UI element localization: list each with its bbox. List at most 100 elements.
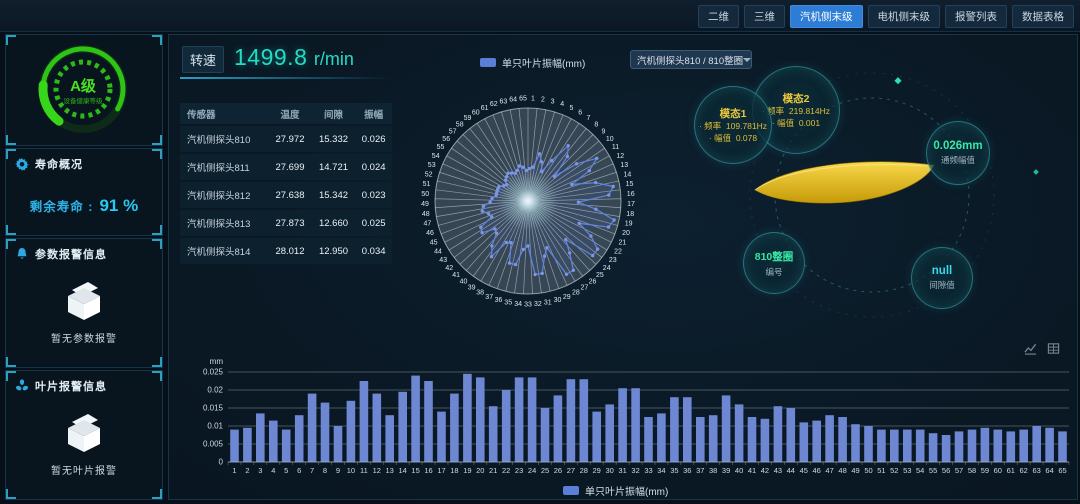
svg-text:15: 15 bbox=[626, 181, 634, 188]
topbar-tabs: 二维 三维 汽机侧末级 电机侧末级 报警列表 数据表格 bbox=[698, 5, 1074, 28]
table-cell: 0.026 bbox=[361, 133, 386, 145]
table-header-cell: 传感器 bbox=[187, 109, 216, 121]
svg-text:14: 14 bbox=[399, 466, 407, 475]
svg-text:8: 8 bbox=[594, 121, 598, 128]
orbit-marker bbox=[894, 77, 902, 85]
svg-text:26: 26 bbox=[589, 279, 597, 286]
svg-text:2: 2 bbox=[541, 97, 545, 104]
svg-text:45: 45 bbox=[800, 466, 808, 475]
svg-text:52: 52 bbox=[890, 466, 898, 475]
polar-chart-legend[interactable]: 单只叶片振幅(mm) bbox=[480, 55, 585, 70]
table-cell: 0.024 bbox=[361, 161, 386, 173]
life-section-title: 寿命概况 bbox=[35, 159, 83, 171]
svg-text:64: 64 bbox=[509, 97, 517, 104]
svg-text:50: 50 bbox=[421, 191, 429, 198]
blade-amplitude-polar-chart: 1 2 3 4567891011121314151617181920212223242… bbox=[421, 96, 635, 309]
mode1-amp-value: 0.078 bbox=[735, 132, 758, 143]
svg-text:29: 29 bbox=[563, 294, 571, 301]
svg-text:63: 63 bbox=[500, 98, 508, 105]
tab-电机侧末级[interactable]: 电机侧末级 bbox=[867, 5, 940, 28]
svg-text:15: 15 bbox=[411, 466, 419, 475]
svg-text:60: 60 bbox=[994, 466, 1002, 475]
svg-text:7: 7 bbox=[587, 115, 591, 122]
tab-汽机侧末级[interactable]: 汽机侧末级 bbox=[790, 5, 863, 28]
svg-text:47: 47 bbox=[825, 466, 833, 475]
tab-数据表格[interactable]: 数据表格 bbox=[1012, 5, 1074, 28]
remaining-life: 剩余寿命 : 91 % bbox=[6, 196, 162, 216]
svg-text:61: 61 bbox=[1007, 466, 1015, 475]
svg-text:12: 12 bbox=[373, 466, 381, 475]
svg-text:1: 1 bbox=[232, 466, 236, 475]
ring-number-value: 810整圈 bbox=[754, 250, 794, 263]
table-cell: 27.638 bbox=[275, 189, 305, 201]
svg-text:5: 5 bbox=[569, 105, 573, 112]
svg-text:20: 20 bbox=[622, 230, 630, 237]
gap-value: null bbox=[931, 265, 953, 277]
svg-text:22: 22 bbox=[614, 249, 622, 256]
svg-text:34: 34 bbox=[514, 301, 522, 308]
tab-三维[interactable]: 三维 bbox=[744, 5, 785, 28]
svg-text:42: 42 bbox=[761, 466, 769, 475]
svg-text:27: 27 bbox=[567, 466, 575, 475]
svg-text:0.02: 0.02 bbox=[207, 386, 223, 395]
table-header-cell: 温度 bbox=[280, 109, 300, 121]
mode1-freq-label: · 频率 bbox=[698, 121, 722, 132]
svg-text:65: 65 bbox=[519, 96, 527, 103]
svg-text:49: 49 bbox=[851, 466, 859, 475]
svg-text:39: 39 bbox=[722, 466, 730, 475]
bell-icon bbox=[17, 248, 27, 259]
empty-box-icon bbox=[68, 414, 100, 452]
tab-报警列表[interactable]: 报警列表 bbox=[945, 5, 1007, 28]
table-cell: 0.034 bbox=[361, 245, 386, 257]
svg-text:35: 35 bbox=[504, 300, 512, 307]
bar-chart-legend[interactable]: 单只叶片振幅(mm) bbox=[563, 483, 668, 498]
svg-text:54: 54 bbox=[916, 466, 924, 475]
svg-text:25: 25 bbox=[596, 272, 604, 279]
svg-text:30: 30 bbox=[554, 297, 562, 304]
rotation-speed: 转速 1499.8 r/min bbox=[182, 44, 354, 73]
probe-selector-dropdown[interactable]: 汽机侧探头810 / 810整圈 bbox=[630, 50, 752, 69]
svg-text:47: 47 bbox=[424, 221, 432, 228]
svg-text:mm: mm bbox=[210, 357, 224, 366]
svg-text:29: 29 bbox=[593, 466, 601, 475]
table-cell: 27.699 bbox=[275, 161, 305, 173]
svg-text:5: 5 bbox=[284, 466, 288, 475]
probe-selector-value: 汽机侧探头810 / 810整圈 bbox=[637, 55, 744, 67]
svg-text:46: 46 bbox=[813, 466, 821, 475]
line-chart-icon[interactable] bbox=[1024, 342, 1037, 355]
svg-text:51: 51 bbox=[877, 466, 885, 475]
fan-icon bbox=[16, 379, 28, 391]
svg-text:6: 6 bbox=[578, 110, 582, 117]
svg-text:0.015: 0.015 bbox=[203, 404, 224, 413]
svg-text:23: 23 bbox=[609, 257, 617, 264]
tab-二维[interactable]: 二维 bbox=[698, 5, 739, 28]
svg-text:53: 53 bbox=[428, 162, 436, 169]
table-row: 汽机侧探头814 28.012 12.950 0.034 bbox=[180, 238, 392, 264]
table-cell: 0.025 bbox=[361, 217, 386, 229]
data-view-icon[interactable] bbox=[1047, 342, 1060, 355]
health-grade-value: A级 bbox=[70, 77, 97, 95]
svg-text:11: 11 bbox=[612, 144, 619, 151]
svg-text:39: 39 bbox=[468, 285, 476, 292]
table-cell: 27.972 bbox=[275, 133, 305, 145]
table-cell: 15.332 bbox=[318, 133, 349, 145]
svg-text:34: 34 bbox=[657, 466, 665, 475]
mode1-amp-label: · 幅值 bbox=[708, 132, 732, 143]
table-cell: 汽机侧探头814 bbox=[187, 247, 251, 258]
svg-text:31: 31 bbox=[618, 466, 626, 475]
svg-text:4: 4 bbox=[271, 466, 275, 475]
chart-toolbox bbox=[1024, 342, 1060, 355]
svg-text:14: 14 bbox=[624, 171, 632, 178]
legend-swatch bbox=[563, 486, 579, 495]
svg-text:44: 44 bbox=[434, 249, 442, 256]
svg-text:30: 30 bbox=[606, 466, 614, 475]
blade-3d-visualization bbox=[749, 72, 1039, 318]
svg-text:21: 21 bbox=[489, 466, 497, 475]
svg-text:52: 52 bbox=[425, 171, 433, 178]
top-bar: 二维 三维 汽机侧末级 电机侧末级 报警列表 数据表格 bbox=[0, 0, 1080, 32]
gear-icon bbox=[15, 157, 29, 171]
gap-value-bubble: null 间隙值 bbox=[911, 247, 973, 309]
table-cell: 15.342 bbox=[318, 189, 349, 201]
svg-text:32: 32 bbox=[534, 301, 542, 308]
